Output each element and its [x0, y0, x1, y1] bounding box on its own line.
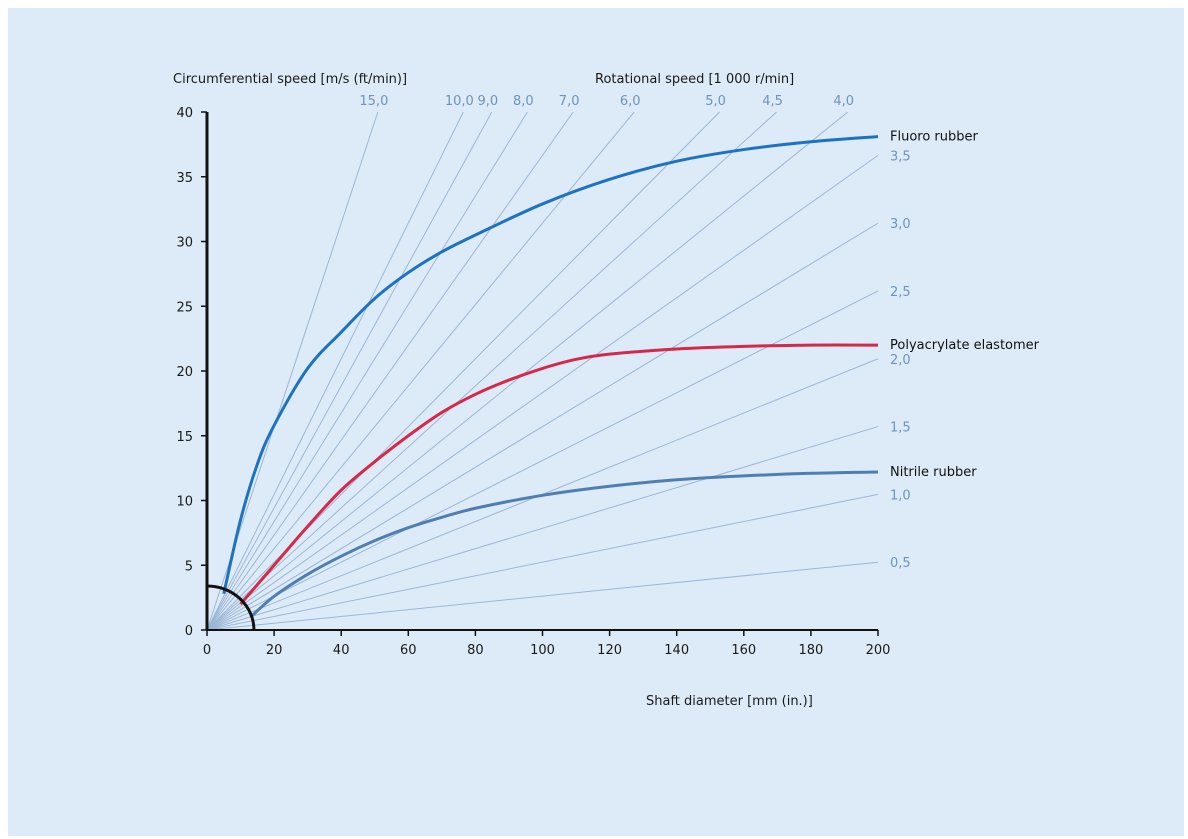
series-label: Nitrile rubber: [890, 465, 977, 480]
series-line: [239, 343, 879, 606]
rotational-speed-label: 9,0: [477, 94, 498, 109]
rotational-speed-line: [206, 290, 879, 631]
rotational-speed-line: [206, 111, 635, 631]
rotational-speed-line: [206, 154, 879, 631]
rotational-speed-line: [206, 111, 464, 631]
series-line: [222, 135, 879, 595]
rotational-speed-labels: 15,0 10,0 9,0 8,0 7,0 6,0 5,0 4,5 4,0 3,5 3,0 2,5 2,…: [359, 94, 910, 571]
rotational-speed-label: 1,0: [890, 488, 911, 503]
x-tick-label: 40: [333, 643, 350, 658]
rotational-speed-label: 5,0: [705, 94, 726, 109]
rotational-speed-label: 7,0: [559, 94, 580, 109]
rotational-speed-line: [206, 493, 879, 631]
series-line: [249, 470, 879, 619]
y-tick-label: 40: [176, 106, 193, 121]
y-tick-label: 5: [185, 559, 193, 574]
rotational-speed-lines: [206, 111, 879, 631]
rotational-speed-label: 0,5: [890, 556, 911, 571]
x-tick-label: 60: [400, 643, 417, 658]
series-labels: Fluoro rubber Polyacrylate elastomer Nitri…: [890, 130, 1040, 480]
rotational-speed-label: 2,0: [890, 353, 911, 368]
rotational-speed-label: 4,5: [762, 94, 783, 109]
y-tick-label: 30: [176, 236, 193, 251]
series-label: Polyacrylate elastomer: [890, 338, 1040, 353]
axes: [205, 112, 878, 631]
x-tick-label: 20: [266, 643, 283, 658]
x-tick-label: 140: [664, 643, 689, 658]
rotational-speed-label: 1,5: [890, 421, 911, 436]
rotational-speed-line: [206, 222, 879, 631]
x-tick-label: 160: [731, 643, 756, 658]
x-tick-label: 80: [467, 643, 484, 658]
axis-ticks: 0 20 40 60 80 100 120 140 160 180 200 0 5 10 15 20 25 30 3…: [176, 106, 890, 658]
y-tick-label: 0: [185, 624, 193, 639]
x-axis-label: Shaft diameter [mm (in.)]: [646, 694, 813, 709]
y-axis-label: Circumferential speed [m/s (ft/min)]: [173, 72, 407, 87]
x-tick-label: 100: [530, 643, 555, 658]
rotational-speed-label: 8,0: [513, 94, 534, 109]
y-tick-label: 25: [176, 300, 193, 315]
rotational-speed-label: 3,5: [890, 149, 911, 164]
top-axis-label: Rotational speed [1 000 r/min]: [595, 72, 794, 87]
y-tick-label: 10: [176, 495, 193, 510]
rotational-speed-line: [206, 111, 777, 631]
rotational-speed-label: 4,0: [833, 94, 854, 109]
rotational-speed-label: 3,0: [890, 217, 911, 232]
rotational-speed-line: [206, 111, 493, 631]
rotational-speed-line: [206, 111, 849, 631]
rotational-speed-label: 15,0: [359, 94, 388, 109]
rotational-speed-label: 10,0: [445, 94, 474, 109]
lower-limit-arc: [206, 584, 256, 631]
x-tick-label: 200: [866, 643, 891, 658]
series-label: Fluoro rubber: [890, 130, 979, 145]
speed-chart: 15,0 10,0 9,0 8,0 7,0 6,0 5,0 4,5 4,0 3,5 3,0 2,5 2,…: [173, 72, 1040, 709]
y-tick-label: 35: [176, 171, 193, 186]
series-lines: [222, 135, 879, 619]
y-tick-label: 15: [176, 430, 193, 445]
rotational-speed-line: [206, 111, 528, 631]
rotational-speed-label: 2,5: [890, 285, 911, 300]
x-tick-label: 120: [597, 643, 622, 658]
y-tick-label: 20: [176, 365, 193, 380]
rotational-speed-label: 6,0: [620, 94, 641, 109]
rotational-speed-line: [206, 426, 879, 631]
x-tick-label: 180: [798, 643, 823, 658]
chart-panel: 15,0 10,0 9,0 8,0 7,0 6,0 5,0 4,5 4,0 3,5 3,0 2,5 2,…: [8, 8, 1184, 836]
rotational-speed-line: [206, 111, 574, 631]
x-tick-label: 0: [203, 643, 211, 658]
rotational-speed-line: [206, 561, 879, 631]
